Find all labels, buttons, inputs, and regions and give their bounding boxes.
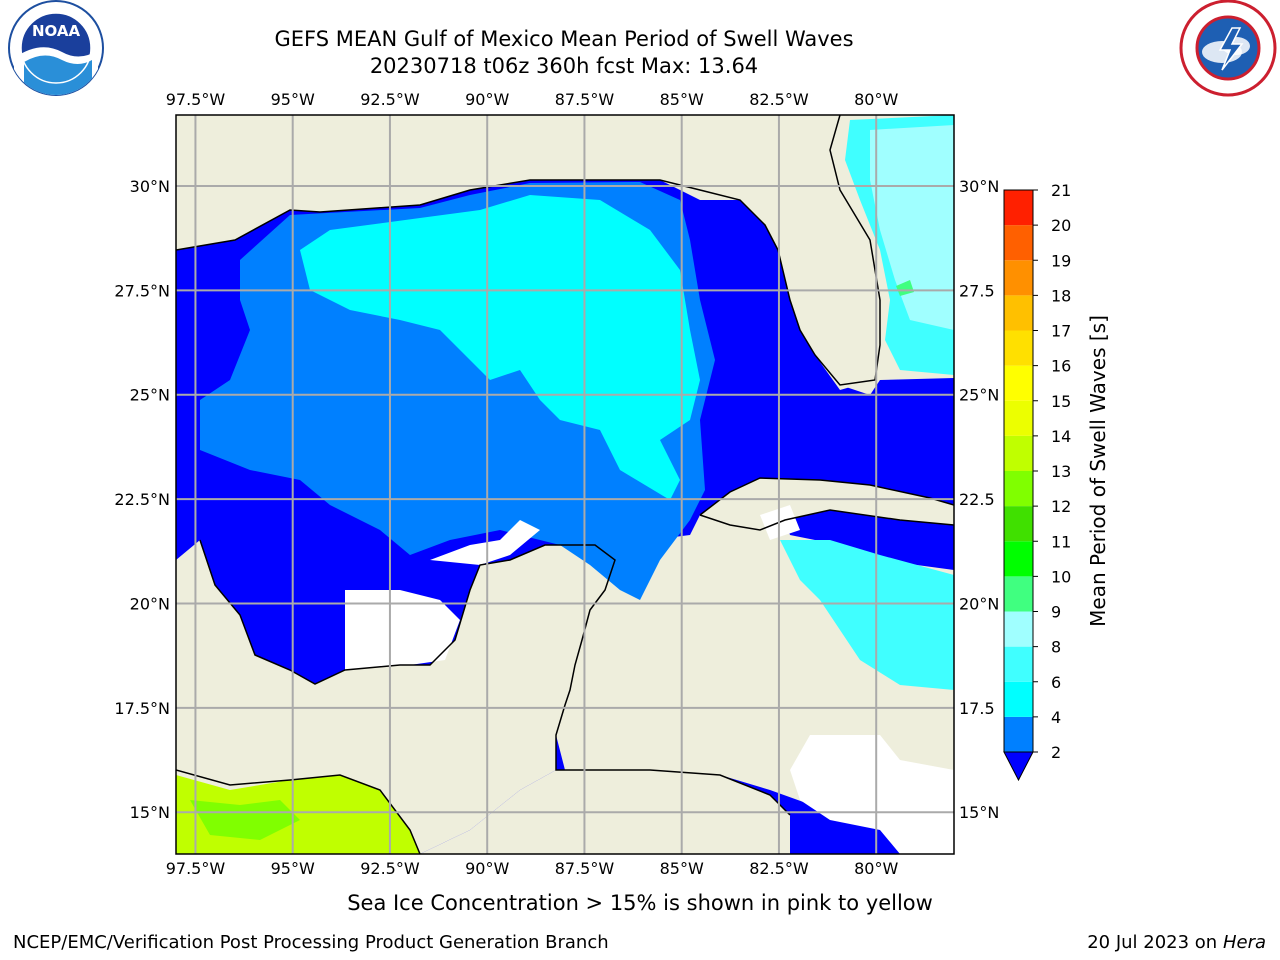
atlantic-green-patch bbox=[896, 280, 914, 296]
colorbar-tick-label: 17 bbox=[1051, 322, 1071, 341]
colorbar-bin bbox=[1004, 541, 1033, 577]
colorbar-tick-label: 2 bbox=[1051, 743, 1061, 762]
colorbar-tick-label: 14 bbox=[1051, 427, 1071, 446]
y-tick-label-right: 17.5 bbox=[959, 699, 995, 718]
sea-ice-note: Sea Ice Concentration > 15% is shown in … bbox=[347, 891, 933, 915]
chart-title: GEFS MEAN Gulf of Mexico Mean Period of … bbox=[274, 27, 854, 51]
colorbar-bin bbox=[1004, 716, 1033, 752]
atlantic-lightcyan-region bbox=[870, 125, 954, 330]
y-tick-label-left: 27.5°N bbox=[114, 281, 170, 300]
x-tick-label-top: 92.5°W bbox=[360, 90, 420, 109]
map-frame bbox=[175, 114, 955, 855]
missing-data-caribbean bbox=[790, 735, 954, 854]
colorbar-bin bbox=[1004, 576, 1033, 612]
x-tick-label-bottom: 82.5°W bbox=[749, 859, 809, 878]
colorbar-bin bbox=[1004, 295, 1033, 331]
missing-data-gulf-south bbox=[430, 520, 540, 565]
y-tick-label-left: 17.5°N bbox=[114, 699, 170, 718]
x-tick-label-bottom: 92.5°W bbox=[360, 859, 420, 878]
colorbar-bin bbox=[1004, 471, 1033, 507]
x-tick-label-bottom: 97.5°W bbox=[166, 859, 226, 878]
x-tick-label-top: 97.5°W bbox=[166, 90, 226, 109]
us-gulf-coast-land bbox=[176, 115, 840, 250]
x-tick-label-top: 90°W bbox=[465, 90, 509, 109]
colorbar-tick-label: 9 bbox=[1051, 603, 1061, 622]
colorbar-bin bbox=[1004, 330, 1033, 366]
colorbar-tick-label: 15 bbox=[1051, 392, 1071, 411]
svg-text:NOAA: NOAA bbox=[32, 22, 81, 40]
y-tick-label-left: 22.5°N bbox=[114, 490, 170, 509]
y-tick-label-right: 20°N bbox=[959, 594, 999, 613]
gridlines bbox=[176, 115, 954, 854]
footer-host: Hera bbox=[1222, 932, 1266, 953]
colorbar-tick-label: 12 bbox=[1051, 497, 1071, 516]
colorbar-bin bbox=[1004, 506, 1033, 542]
colorbar-tick-label: 19 bbox=[1051, 251, 1071, 270]
colorbar-label: Mean Period of Swell Waves [s] bbox=[1086, 315, 1110, 627]
long-period-region bbox=[300, 195, 700, 500]
footer-date-text: 20 Jul 2023 on bbox=[1087, 932, 1223, 953]
colorbar-tick-label: 13 bbox=[1051, 462, 1071, 481]
x-tick-label-bottom: 80°W bbox=[854, 859, 898, 878]
x-tick-label-top: 95°W bbox=[271, 90, 315, 109]
y-tick-label-left: 15°N bbox=[130, 803, 170, 822]
x-tick-label-top: 87.5°W bbox=[555, 90, 615, 109]
y-tick-label-right: 30°N bbox=[959, 177, 999, 196]
x-tick-label-top: 82.5°W bbox=[749, 90, 809, 109]
caribbean-cyan-region bbox=[780, 540, 954, 690]
colorbar-bin bbox=[1004, 681, 1033, 717]
colorbar-tick-label: 20 bbox=[1051, 216, 1071, 235]
y-tick-label-right: 25°N bbox=[959, 386, 999, 405]
pacific-green-patch bbox=[190, 800, 300, 840]
y-tick-label-left: 25°N bbox=[130, 386, 170, 405]
colorbar-bin bbox=[1004, 400, 1033, 436]
y-tick-label-left: 30°N bbox=[130, 177, 170, 196]
nws-logo-icon bbox=[1179, 0, 1277, 97]
colorbar-bin bbox=[1004, 646, 1033, 682]
x-tick-label-bottom: 85°W bbox=[660, 859, 704, 878]
colorbar: 2 4 6 8 9 10 11 12 13 14 15 16 17 18 19 20 21 bbox=[1003, 181, 1071, 782]
colorbar-tick-label: 4 bbox=[1051, 708, 1061, 727]
footer-credit: NCEP/EMC/Verification Post Processing Pr… bbox=[13, 932, 609, 953]
colorbar-extend-min bbox=[1003, 751, 1034, 782]
mexico-land bbox=[176, 540, 615, 854]
chart-subtitle: 20230718 t06z 360h fcst Max: 13.64 bbox=[369, 54, 759, 78]
colorbar-bin bbox=[1004, 260, 1033, 296]
colorbar-tick-label: 18 bbox=[1051, 286, 1071, 305]
noaa-logo-icon: NOAA bbox=[8, 0, 104, 96]
x-ticks-top: 97.5°W 95°W 92.5°W 90°W 87.5°W 85°W 82.5°W 80°W bbox=[166, 90, 899, 109]
colorbar-bin bbox=[1004, 611, 1033, 647]
x-tick-label-top: 80°W bbox=[854, 90, 898, 109]
y-ticks-left: 30°N 27.5°N 25°N 22.5°N 20°N 17.5°N 15°N bbox=[114, 177, 170, 822]
y-ticks-right: 30°N 27.5 25°N 22.5 20°N 17.5 15°N bbox=[959, 177, 999, 822]
missing-data-yucatan bbox=[345, 590, 460, 670]
x-tick-label-top: 85°W bbox=[660, 90, 704, 109]
y-tick-label-right: 15°N bbox=[959, 803, 999, 822]
y-tick-label-right: 27.5 bbox=[959, 281, 995, 300]
colorbar-tick-label: 10 bbox=[1051, 567, 1071, 586]
x-tick-label-bottom: 90°W bbox=[465, 859, 509, 878]
y-tick-label-right: 22.5 bbox=[959, 490, 995, 509]
colorbar-tick-label: 8 bbox=[1051, 638, 1061, 657]
wave-period-field bbox=[176, 115, 954, 854]
x-tick-label-bottom: 87.5°W bbox=[555, 859, 615, 878]
colorbar-bin bbox=[1004, 365, 1033, 401]
colorbar-tick-label: 21 bbox=[1051, 181, 1071, 200]
colorbar-tick-label: 6 bbox=[1051, 673, 1061, 692]
colorbar-tick-label: 11 bbox=[1051, 532, 1071, 551]
x-ticks-bottom: 97.5°W 95°W 92.5°W 90°W 87.5°W 85°W 82.5°W 80°W bbox=[166, 859, 899, 878]
x-tick-label-bottom: 95°W bbox=[271, 859, 315, 878]
colorbar-bin bbox=[1004, 225, 1033, 261]
footer-date: 20 Jul 2023 on Hera bbox=[1087, 932, 1266, 953]
colorbar-tick-label: 16 bbox=[1051, 357, 1071, 376]
y-tick-label-left: 20°N bbox=[130, 594, 170, 613]
colorbar-bin bbox=[1004, 190, 1033, 226]
colorbar-bin bbox=[1004, 435, 1033, 471]
